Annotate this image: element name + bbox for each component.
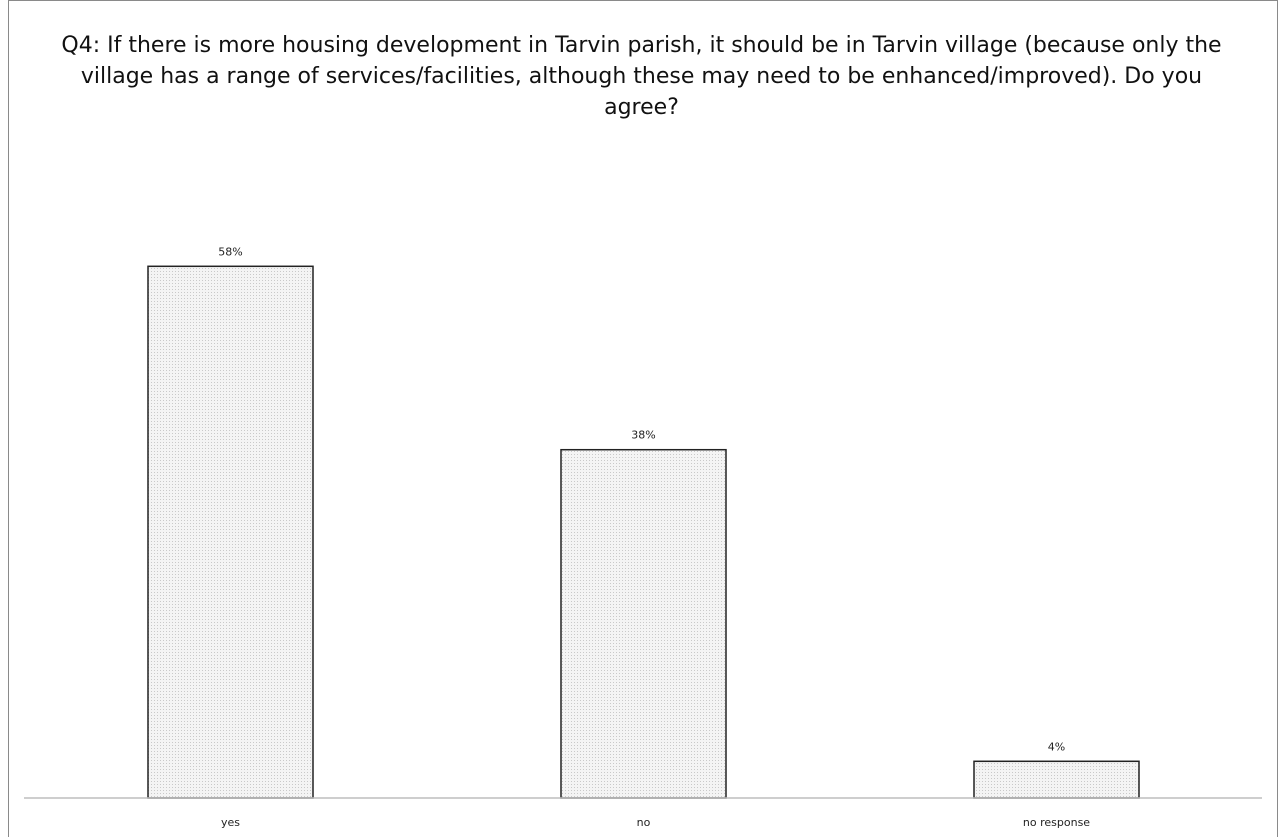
category-label-no: no [637, 816, 651, 829]
bar-no-response [973, 760, 1140, 799]
category-label-no-response: no response [1023, 816, 1090, 829]
data-label-no: 38% [631, 429, 655, 442]
chart-title: Q4: If there is more housing development… [61, 33, 1222, 120]
category-label-yes: yes [221, 816, 240, 829]
bar-no [560, 448, 727, 799]
labels-layer: 58% yes 38% no 4% no response [218, 245, 1090, 829]
data-label-yes: 58% [218, 245, 242, 258]
bars-layer [147, 265, 1140, 799]
bar-yes [147, 265, 314, 799]
data-label-no-response: 4% [1048, 740, 1065, 753]
